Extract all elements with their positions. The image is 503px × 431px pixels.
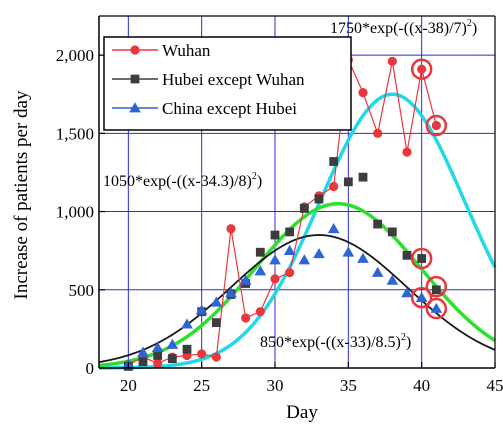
data-point-wuhan-34 <box>329 182 338 191</box>
data-point-hubei-except-wuhan-32 <box>300 204 309 213</box>
legend-label-hubei-except-wuhan: Hubei except Wuhan <box>162 70 305 89</box>
x-tick-label-30: 30 <box>267 376 284 395</box>
data-point-wuhan-22 <box>153 359 162 368</box>
data-point-wuhan-28 <box>241 313 250 322</box>
legend: Wuhan Hubei except Wuhan China except Hube… <box>104 37 351 130</box>
data-point-china-except-hubei-39 <box>401 287 413 297</box>
data-point-hubei-except-wuhan-37 <box>373 220 382 229</box>
y-tick-label-1000: 1,000 <box>56 203 94 222</box>
x-tick-label-20: 20 <box>120 376 137 395</box>
data-point-wuhan-25 <box>197 349 206 358</box>
data-point-hubei-except-wuhan-30 <box>271 231 280 240</box>
data-point-wuhan-31 <box>285 268 294 277</box>
data-point-hubei-except-wuhan-39 <box>403 251 412 260</box>
data-point-wuhan-30 <box>270 274 279 283</box>
x-tick-label-45: 45 <box>487 376 503 395</box>
x-axis-title: Day <box>286 402 318 423</box>
y-tick-label-500: 500 <box>69 281 95 300</box>
data-point-hubei-except-wuhan-29 <box>256 248 265 257</box>
legend-label-china-except-hubei: China except Hubei <box>162 99 297 118</box>
data-point-wuhan-40 <box>417 65 426 74</box>
data-point-china-except-hubei-22 <box>152 342 164 352</box>
data-point-wuhan-41 <box>432 121 441 130</box>
data-point-china-except-hubei-34 <box>328 223 340 233</box>
data-point-wuhan-38 <box>388 57 397 66</box>
data-point-wuhan-37 <box>373 129 382 138</box>
legend-label-wuhan: Wuhan <box>162 41 211 60</box>
y-tick-label-2000: 2,000 <box>56 46 94 65</box>
data-point-hubei-except-wuhan-26 <box>212 318 221 327</box>
x-tick-label-35: 35 <box>340 376 357 395</box>
data-point-wuhan-26 <box>212 352 221 361</box>
data-point-hubei-except-wuhan-21 <box>139 357 148 366</box>
data-point-china-except-hubei-37 <box>372 267 384 277</box>
data-point-hubei-except-wuhan-34 <box>329 157 338 166</box>
data-point-wuhan-39 <box>402 148 411 157</box>
data-point-china-except-hubei-31 <box>284 245 296 255</box>
x-tick-label-25: 25 <box>193 376 210 395</box>
data-point-hubei-except-wuhan-31 <box>285 227 294 236</box>
data-point-china-except-hubei-38 <box>387 275 399 285</box>
fit-annotation-3: 850*exp(-((x-33)/8.5)2) <box>260 332 411 351</box>
data-point-hubei-except-wuhan-36 <box>359 173 368 182</box>
fit-annotation-2: 1050*exp(-((x-34.3)/8)2) <box>103 171 262 190</box>
x-tick-label-40: 40 <box>413 376 430 395</box>
data-point-hubei-except-wuhan-23 <box>168 354 177 363</box>
data-point-china-except-hubei-33 <box>313 248 325 258</box>
data-point-wuhan-29 <box>256 307 265 316</box>
data-point-china-except-hubei-24 <box>181 318 193 328</box>
data-point-hubei-except-wuhan-24 <box>183 345 192 354</box>
legend-marker-hubei-except-wuhan <box>131 75 140 84</box>
data-point-china-except-hubei-35 <box>343 246 355 256</box>
data-point-hubei-except-wuhan-40 <box>417 254 426 263</box>
data-point-wuhan-36 <box>358 88 367 97</box>
data-point-hubei-except-wuhan-35 <box>344 177 353 186</box>
data-point-hubei-except-wuhan-33 <box>315 195 324 204</box>
data-point-wuhan-27 <box>226 224 235 233</box>
y-tick-label-0: 0 <box>86 359 95 378</box>
data-point-china-except-hubei-41 <box>431 303 443 313</box>
data-point-china-except-hubei-32 <box>299 254 311 264</box>
y-axis-title: Increase of patients per day <box>11 90 32 299</box>
data-point-hubei-except-wuhan-38 <box>388 227 397 236</box>
fit-annotation-1: 1750*exp(-((x-38)/7)2) <box>330 18 477 37</box>
data-point-china-except-hubei-30 <box>269 254 281 264</box>
data-point-hubei-except-wuhan-41 <box>432 285 441 294</box>
y-tick-label-1500: 1,500 <box>56 124 94 143</box>
data-point-hubei-except-wuhan-22 <box>153 351 162 360</box>
legend-marker-wuhan <box>130 45 139 54</box>
